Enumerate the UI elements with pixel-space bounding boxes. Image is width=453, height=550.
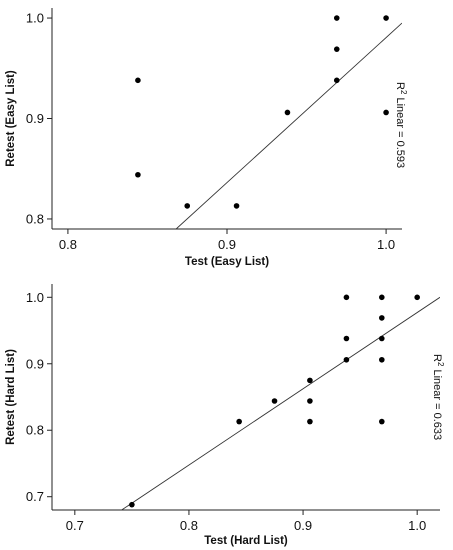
x-axis-title: Test (Easy List) [185,256,269,268]
data-point [307,418,313,425]
data-point [383,109,389,116]
data-point [343,294,350,301]
data-point [414,294,420,301]
y-axis-title: Retest (Hard List) [5,349,17,445]
fit-line [175,22,402,229]
x-tick-label: 1.0 [377,237,395,252]
r2-annotation: R2 Linear = 0.593 [394,82,408,168]
data-point [307,377,313,384]
x-axis-title: Test (Hard List) [204,535,288,547]
r2-prefix: R [431,354,443,362]
y-tick-label: 0.9 [26,356,44,371]
x-tick-label: 0.8 [180,518,198,533]
y-tick-label: 0.8 [26,423,44,438]
data-point [135,171,141,178]
y-axis-title: Retest (Easy List) [5,70,17,167]
r2-annotation: R2 Linear = 0.633 [431,354,445,440]
data-point [184,203,191,209]
scatter-panel-2: 0.7 0.8 0.9 1.0 0.7 0.8 0.9 1.0 Test (Hard List)… [5,284,445,547]
data-point [379,335,385,342]
data-point [135,77,141,84]
data-point [129,501,135,508]
x-tick-label: 1.0 [408,518,426,533]
y-tick-label: 0.7 [26,489,44,504]
data-point [379,315,385,321]
data-point [236,418,242,425]
x-tick-label: 0.9 [294,518,312,533]
data-point [284,109,291,116]
y-tick-label: 0.9 [26,111,44,126]
data-point [379,418,385,425]
scatter-panel-1: 0.8 0.9 1.0 0.8 0.9 1.0 Test (Easy List) Retest… [5,8,408,268]
data-point [379,294,385,301]
y-tick-label: 0.8 [26,211,44,226]
data-point [383,15,389,21]
x-tick-label: 0.9 [218,237,236,252]
x-tick-label: 0.7 [66,518,84,533]
y-tick-label: 1.0 [26,290,44,305]
data-point [343,335,350,342]
data-point [379,356,385,363]
r2-value: Linear = 0.633 [431,366,443,440]
data-point [333,15,340,21]
fit-line [121,296,440,510]
r2-value: Linear = 0.593 [394,94,406,168]
data-point [333,77,340,84]
data-point [333,46,340,52]
data-point [271,398,278,404]
r2-prefix: R [394,82,406,90]
y-tick-label: 1.0 [26,11,44,26]
data-point [307,398,313,404]
data-point [343,356,350,363]
r2-superscript: 2 [436,362,445,367]
data-point [233,203,240,209]
x-tick-label: 0.8 [59,237,77,252]
r2-superscript: 2 [399,90,408,95]
